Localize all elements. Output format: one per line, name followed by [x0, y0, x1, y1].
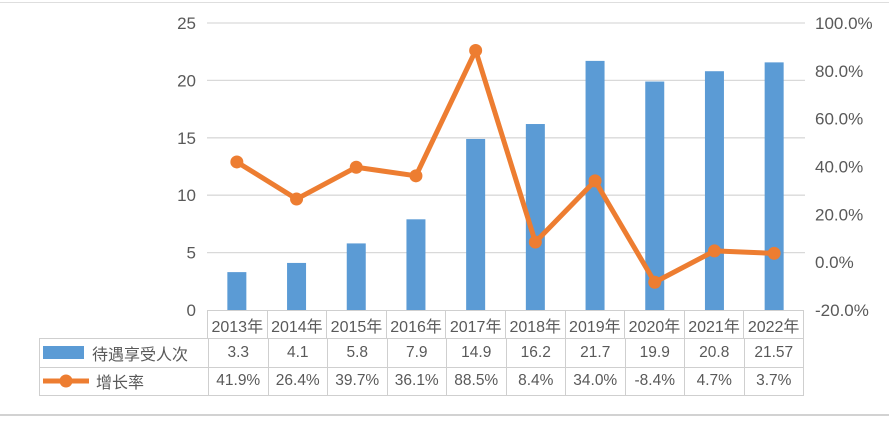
bar-2016年 [406, 219, 426, 310]
bar-2020年 [645, 81, 665, 310]
legend-cell: 待遇享受人次 [40, 339, 208, 367]
left-axis-tick-label: 20 [177, 71, 196, 90]
right-axis-tick-label: 60.0% [815, 110, 863, 129]
value-cell: 20.8 [684, 339, 744, 367]
growth-rate-line [234, 48, 777, 285]
bar-2021年 [704, 71, 724, 310]
bottom-divider [0, 414, 889, 416]
value-cell: -8.4% [624, 367, 685, 395]
value-cell: 21.7 [565, 339, 625, 367]
year-cell: 2015年 [326, 311, 386, 338]
year-cell: 2021年 [683, 311, 744, 338]
year-cell: 2018年 [504, 311, 565, 338]
value-cell: 21.57 [743, 339, 804, 367]
line-marker-2022年 [767, 246, 781, 260]
line-marker-2017年 [469, 44, 483, 58]
top-divider [0, 2, 889, 3]
right-axis-tick-label: 40.0% [815, 158, 863, 177]
year-cell: 2022年 [743, 311, 803, 338]
value-cell: 26.4% [267, 367, 328, 395]
value-cell: 14.9 [446, 339, 506, 367]
table-row-values: 待遇享受人次 3.3 4.1 5.8 7.9 14.9 16.2 21.7 19.9 20.8 21… [40, 339, 803, 367]
line-marker-2013年 [230, 155, 244, 169]
bar-2017年 [466, 138, 486, 310]
year-cell: 2020年 [624, 311, 684, 338]
line-legend-swatch-icon [43, 374, 89, 388]
year-cell: 2017年 [445, 311, 505, 338]
table-row-growth: 增长率 41.9% 26.4% 39.7% 36.1% 88.5% 8.4% 34.0% -8.… [40, 366, 804, 396]
year-cell: 2013年 [211, 318, 264, 336]
value-cell: 3.3 [208, 339, 268, 367]
bar-2015年 [346, 243, 366, 310]
line-marker-2014年 [290, 192, 304, 206]
left-axis-tick-label: 15 [177, 129, 196, 148]
right-axis-tick-label: 80.0% [815, 62, 863, 81]
left-axis-tick-label: 5 [187, 244, 196, 263]
category-header-row: 2013年 2014年 2015年 2016年 2017年 2018年 2019年 2020年… [207, 310, 804, 338]
legend-label: 待遇享受人次 [92, 346, 189, 364]
value-cell: 8.4% [505, 367, 566, 395]
bar-2013年 [227, 272, 247, 310]
year-cell: 2014年 [266, 311, 327, 338]
value-cell: 34.0% [565, 367, 625, 395]
right-axis-tick-label: -20.0% [815, 301, 869, 320]
bar-2022年 [764, 62, 784, 310]
left-axis-tick-label: 0 [187, 301, 196, 320]
bar-2018年 [525, 124, 545, 310]
right-axis-tick-label: 0.0% [815, 253, 854, 272]
left-axis-tick-label: 10 [177, 186, 196, 205]
value-cell: 36.1% [386, 367, 447, 395]
value-cell: 88.5% [446, 367, 506, 395]
line-marker-2015年 [349, 160, 363, 174]
value-cell: 41.9% [208, 367, 268, 395]
left-axis-tick-label: 25 [177, 14, 196, 33]
data-table: 待遇享受人次 3.3 4.1 5.8 7.9 14.9 16.2 21.7 19.9 20.8 21… [39, 338, 804, 396]
line-marker-2019年 [588, 174, 602, 188]
value-cell: 3.7% [743, 367, 804, 395]
legend-label: 增长率 [96, 375, 145, 393]
year-cell: 2019年 [564, 311, 625, 338]
bar-2014年 [287, 262, 307, 310]
value-cell: 7.9 [386, 339, 447, 367]
value-cell: 16.2 [505, 339, 566, 367]
year-cell: 2016年 [385, 311, 446, 338]
value-cell: 4.1 [267, 339, 328, 367]
value-cell: 5.8 [327, 339, 387, 367]
right-axis-tick-label: 100.0% [815, 14, 873, 33]
legend-cell: 增长率 [40, 368, 208, 396]
line-marker-2018年 [528, 235, 542, 249]
bar-legend-swatch-icon [43, 346, 84, 360]
value-cell: 19.9 [624, 339, 685, 367]
value-cell: 39.7% [327, 367, 387, 395]
line-marker-2020年 [648, 275, 662, 289]
value-cell: 4.7% [684, 367, 744, 395]
right-axis-tick-label: 20.0% [815, 205, 863, 224]
line-marker-2016年 [409, 169, 423, 183]
line-marker-2021年 [707, 244, 721, 258]
